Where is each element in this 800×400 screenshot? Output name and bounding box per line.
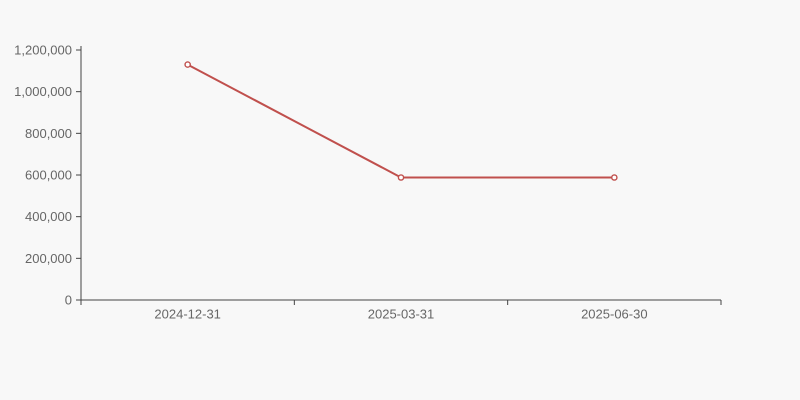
series-line: [186, 63, 616, 179]
data-point[interactable]: [611, 174, 618, 181]
y-tick-label: 400,000: [25, 209, 72, 224]
y-tick-label: 1,200,000: [14, 43, 72, 58]
data-point[interactable]: [397, 174, 405, 181]
x-tick-label: 2025-03-31: [368, 307, 435, 322]
y-tick-label: 200,000: [25, 251, 72, 266]
y-tick-label: 0: [65, 293, 72, 308]
y-tick-label: 1,000,000: [14, 84, 72, 99]
y-tick-label: 600,000: [25, 168, 72, 183]
x-tick-label: 2025-06-30: [581, 307, 648, 322]
y-tick-label: 800,000: [25, 126, 72, 141]
data-point[interactable]: [184, 61, 191, 68]
x-tick-label: 2024-12-31: [154, 307, 221, 322]
